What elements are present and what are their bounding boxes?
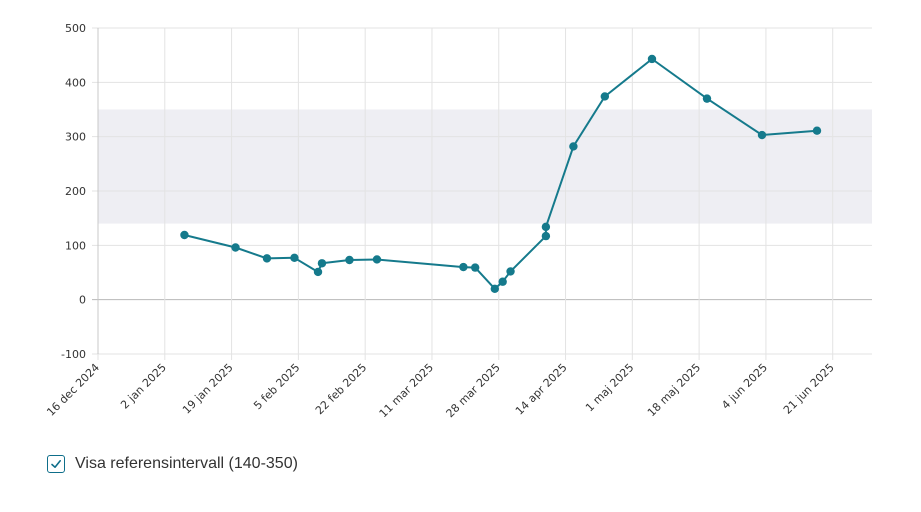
x-tick-label: 19 jan 2025 [180,361,236,417]
reference-interval-toggle[interactable]: Visa referensintervall (140-350) [47,455,298,473]
data-point [506,267,515,276]
x-tick-label: 22 feb 2025 [313,361,369,417]
data-point [647,54,657,64]
data-point [498,277,507,286]
y-tick-label: 100 [65,239,86,252]
data-point [569,142,578,151]
y-tick-label: 0 [79,294,86,307]
data-point [470,263,480,272]
x-tick-label: 5 feb 2025 [251,361,302,412]
reference-band [98,109,872,224]
x-tick-label: 18 maj 2025 [645,361,703,419]
data-point [262,254,272,263]
y-tick-label: 300 [65,131,86,144]
data-point [459,262,468,272]
y-tick-label: 400 [65,76,86,89]
data-point [541,222,551,232]
x-tick-label: 28 mar 2025 [443,361,502,420]
data-point [290,253,299,263]
y-tick-label: -100 [61,348,86,361]
checkmark-icon [51,460,61,468]
data-point [757,130,767,140]
data-point [345,255,354,265]
y-tick-label: 200 [65,185,86,198]
reference-interval-label: Visa referensintervall (140-350) [75,455,298,472]
data-point [600,92,610,101]
data-point [372,255,382,264]
data-point [812,126,822,135]
data-point [231,243,240,252]
data-point [541,231,551,241]
x-tick-label: 2 jan 2025 [118,361,169,412]
x-tick-label: 11 mar 2025 [377,361,436,420]
data-point [180,230,189,240]
data-point [702,94,712,103]
x-tick-label: 21 jun 2025 [781,361,837,417]
data-point [313,267,323,277]
x-tick-label: 1 maj 2025 [583,361,636,414]
reference-interval-checkbox[interactable] [47,455,65,473]
data-point [317,259,327,268]
x-tick-label: 14 apr 2025 [513,361,570,418]
data-point [490,284,500,293]
y-tick-label: 500 [65,22,86,35]
x-tick-label: 16 dec 2024 [44,361,102,419]
x-tick-label: 4 jun 2025 [719,361,770,412]
